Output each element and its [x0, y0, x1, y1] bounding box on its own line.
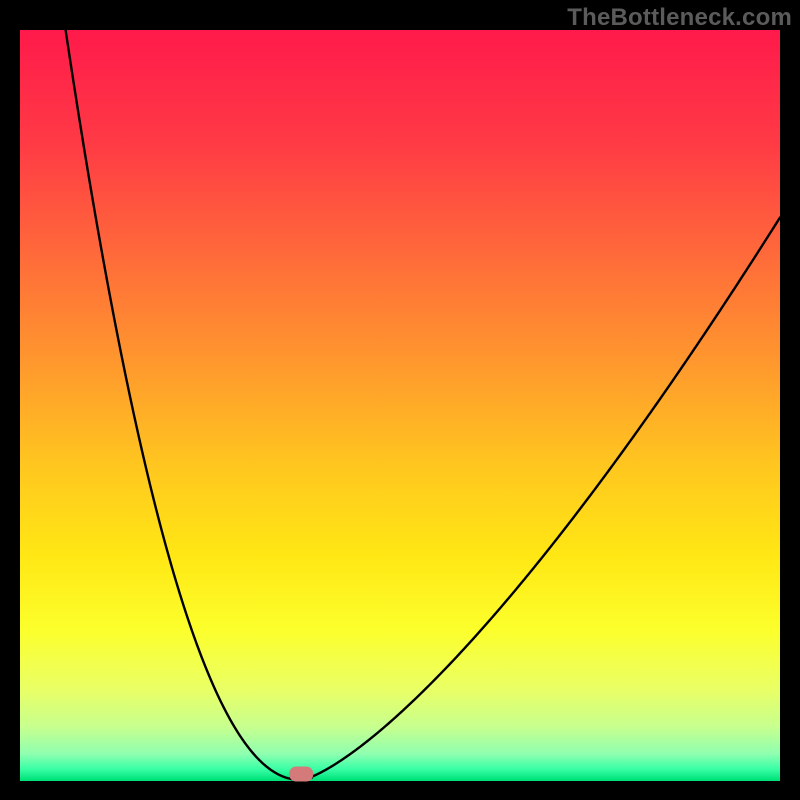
- chart-frame: TheBottleneck.com: [0, 0, 800, 800]
- optimum-marker: [289, 767, 313, 782]
- watermark-text: TheBottleneck.com: [567, 4, 792, 32]
- bottleneck-chart: [0, 0, 800, 800]
- plot-background: [20, 30, 780, 780]
